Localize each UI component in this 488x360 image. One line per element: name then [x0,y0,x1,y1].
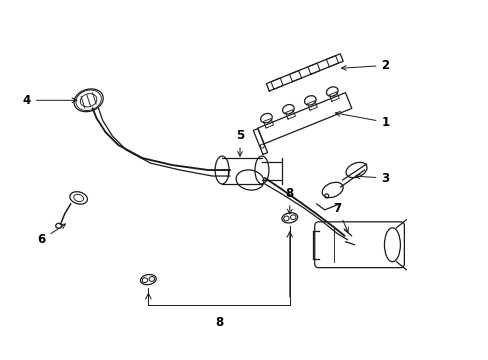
Text: 8: 8 [285,187,293,214]
Text: 8: 8 [215,316,223,329]
Text: 3: 3 [355,171,389,185]
Text: 4: 4 [22,94,77,107]
Text: 5: 5 [235,129,244,156]
Text: 7: 7 [333,202,347,232]
Text: 6: 6 [38,224,65,246]
Text: 1: 1 [335,112,389,129]
Text: 2: 2 [341,59,389,72]
